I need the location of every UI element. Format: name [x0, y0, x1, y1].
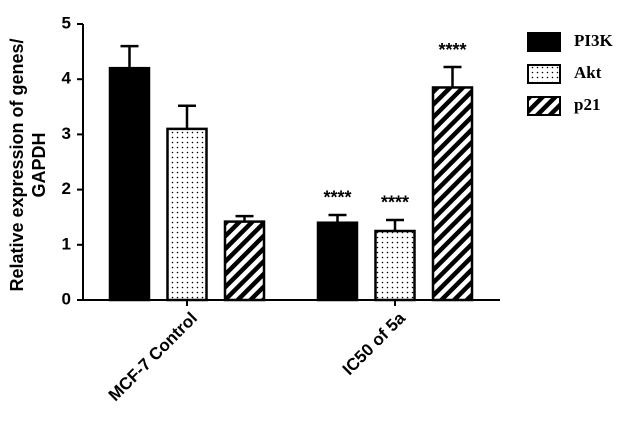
x-tick-label: IC50 of 5a [339, 308, 410, 379]
y-tick-label: 3 [62, 124, 71, 143]
legend-label: p21 [574, 95, 600, 114]
bar [108, 66, 151, 302]
y-tick-label: 5 [62, 13, 71, 32]
y-tick-label: 1 [62, 234, 71, 253]
significance-label: **** [323, 188, 351, 208]
x-tick-label: MCF-7 Control [105, 309, 201, 405]
legend-swatch [527, 96, 561, 116]
bar [316, 221, 359, 302]
legend-swatch [527, 64, 561, 84]
bar [431, 86, 474, 302]
legend-swatch [527, 32, 561, 52]
legend-label: Akt [574, 63, 602, 82]
significance-label: **** [381, 193, 409, 213]
significance-label: **** [438, 40, 466, 60]
y-tick-label: 4 [62, 69, 72, 88]
bar [374, 229, 416, 302]
legend-label: PI3K [574, 31, 614, 50]
y-axis-label: Relative expression of genes/ [7, 38, 27, 291]
bar [223, 220, 266, 302]
y-tick-label: 0 [62, 289, 71, 308]
bar [166, 127, 208, 302]
y-tick-label: 2 [62, 179, 71, 198]
y-axis-label: GAPDH [29, 132, 49, 197]
